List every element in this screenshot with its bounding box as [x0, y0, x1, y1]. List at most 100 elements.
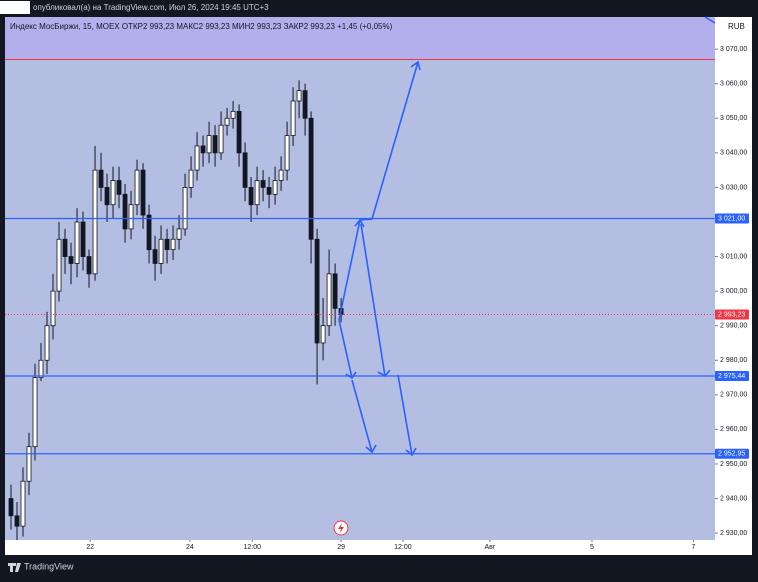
y-tick-label: 2 970,00 [720, 392, 747, 399]
x-tick-label: 22 [86, 544, 94, 551]
x-tick-label: 12:00 [394, 544, 412, 551]
redacted-user [0, 1, 30, 14]
candle-body [62, 238, 68, 257]
y-tick-label: 2 960,00 [720, 426, 747, 433]
arrows [338, 16, 716, 457]
arrow [397, 374, 413, 456]
header: опубликовал(а) на TradingView.com, Июл 2… [33, 3, 269, 12]
candle-body [86, 256, 92, 275]
candle-body [44, 325, 50, 361]
candle-body [38, 359, 44, 378]
level-label: 2 952,95 [718, 451, 745, 458]
candle-body [194, 145, 200, 171]
x-tick-label: 29 [337, 544, 345, 551]
candle-body [230, 110, 236, 119]
candle-body [68, 256, 74, 264]
candle-body [128, 204, 134, 230]
y-tick-label: 3 010,00 [720, 253, 747, 260]
candle-body [260, 180, 266, 188]
time-axis [5, 540, 715, 555]
candle-body [266, 187, 272, 195]
candle-body [170, 238, 176, 251]
y-tick-label: 2 980,00 [720, 357, 747, 364]
candle-body [110, 180, 116, 206]
footer-logo: TradingView [24, 561, 74, 571]
candle-body [176, 228, 182, 240]
y-tick-label: 3 040,00 [720, 150, 747, 157]
candle-body [74, 221, 80, 264]
candle-body [146, 214, 152, 251]
x-tick-label: 5 [590, 544, 594, 551]
plot-bg [5, 17, 715, 540]
candle-body [284, 135, 290, 171]
candle-body [56, 238, 62, 292]
arrow-head [345, 371, 357, 380]
level-tag [715, 309, 749, 320]
level-label: 2 975,44 [718, 373, 745, 380]
level-label: 3 021,00 [718, 215, 745, 222]
arrow-head [377, 369, 391, 378]
candle-body [314, 238, 320, 344]
candle-body [14, 515, 20, 527]
candle-body [290, 100, 296, 136]
y-tick-label: 2 950,00 [720, 461, 747, 468]
x-tick-label: 24 [186, 544, 194, 551]
candle-body [80, 221, 86, 257]
candle-body [116, 180, 122, 195]
candle-body [320, 325, 326, 344]
candle-body [140, 169, 146, 216]
candle-body [242, 152, 248, 188]
candle-body [98, 169, 104, 188]
candle-body [104, 187, 110, 206]
candle-body [248, 187, 254, 206]
candle-body [224, 117, 230, 126]
arrow [338, 319, 353, 379]
candle-body [32, 377, 38, 448]
zone [5, 17, 715, 60]
candle-body [122, 193, 128, 230]
candle-body [182, 187, 188, 230]
candle-body [308, 117, 314, 240]
event-bolt [338, 523, 344, 533]
level-tag [715, 448, 749, 459]
logo [8, 563, 21, 572]
arrow-tail [704, 16, 716, 24]
candle-body [164, 238, 170, 251]
candle-body [188, 169, 194, 188]
candle-body [212, 135, 218, 154]
candle-body [8, 498, 14, 517]
y-tick-label: 3 070,00 [720, 46, 747, 53]
level-label: 2 993,23 [718, 311, 745, 318]
x-tick-label: 12:00 [244, 544, 262, 551]
arrow [360, 223, 386, 377]
arrow [351, 379, 373, 453]
x-tick-label: 7 [691, 544, 695, 551]
candle-body [254, 180, 260, 206]
y-tick-label: 3 000,00 [720, 288, 747, 295]
level-tag [715, 213, 749, 224]
y-tick-label: 3 060,00 [720, 81, 747, 88]
chart-title: Индекс МосБиржи, 15, MOEX ОТКР2 993,23 М… [10, 22, 393, 31]
y-tick-label: 3 030,00 [720, 184, 747, 191]
candle-body [302, 90, 308, 119]
level-tag [715, 371, 749, 382]
candle-body [50, 290, 56, 327]
candle-body [200, 145, 206, 154]
arrow-head [354, 218, 365, 228]
candle-body [20, 480, 26, 527]
candle-body [152, 249, 158, 264]
candle-body [218, 124, 224, 154]
candle-body [326, 273, 332, 327]
arrow-head [405, 447, 417, 457]
arrow-head [365, 444, 377, 454]
candle-body [92, 169, 98, 275]
y-tick-label: 2 940,00 [720, 495, 747, 502]
candle-body [272, 180, 278, 195]
y-tick-label: 3 050,00 [720, 115, 747, 122]
candle-body [134, 169, 140, 206]
price-axis [715, 17, 752, 555]
candle-body [332, 273, 338, 309]
candle-body [206, 135, 212, 154]
